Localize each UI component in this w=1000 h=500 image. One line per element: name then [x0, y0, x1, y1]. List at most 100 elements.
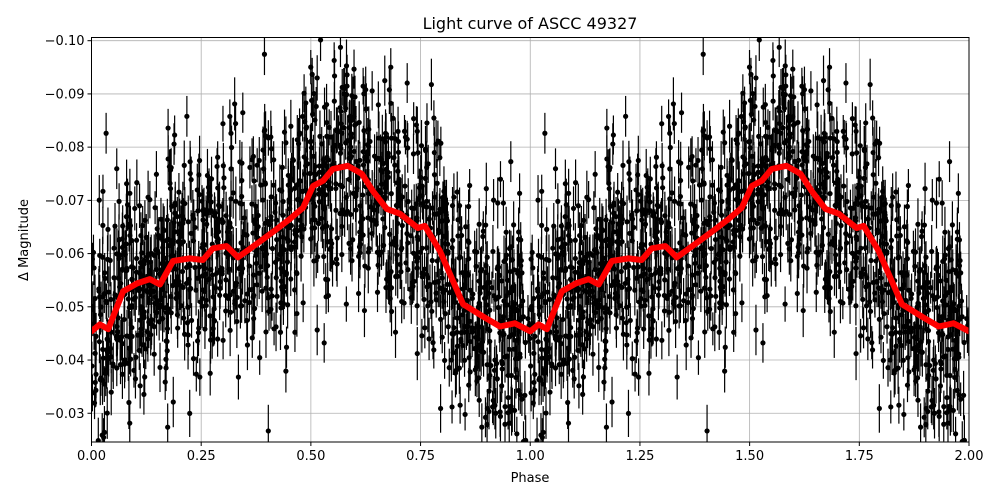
- point-marker: [268, 194, 274, 200]
- point-marker: [333, 127, 340, 133]
- point-marker: [170, 399, 176, 405]
- data-point: [392, 306, 399, 358]
- data-point: [292, 312, 298, 352]
- point-marker: [547, 354, 553, 360]
- point-marker: [873, 180, 879, 186]
- point-marker: [369, 88, 375, 94]
- data-point: [739, 283, 745, 323]
- point-marker: [808, 88, 814, 94]
- point-marker: [497, 413, 504, 419]
- data-point: [853, 326, 859, 381]
- data-point: [730, 165, 737, 212]
- point-marker: [869, 340, 875, 346]
- point-marker: [414, 350, 420, 357]
- point-marker: [896, 402, 902, 408]
- data-point: [653, 321, 659, 357]
- point-marker: [221, 185, 227, 191]
- point-marker: [740, 154, 746, 160]
- point-marker: [650, 318, 656, 324]
- point-marker: [451, 325, 457, 331]
- point-marker: [429, 257, 435, 264]
- data-point: [220, 105, 226, 142]
- point-marker: [802, 106, 808, 112]
- data-point: [95, 417, 101, 442]
- point-marker: [448, 357, 454, 363]
- point-marker: [382, 78, 388, 84]
- point-marker: [374, 289, 381, 295]
- data-point: [831, 306, 837, 358]
- point-marker: [141, 391, 147, 397]
- point-marker: [466, 203, 472, 210]
- data-point: [794, 274, 800, 313]
- point-marker: [425, 303, 431, 309]
- data-point: [591, 191, 597, 225]
- point-marker: [633, 187, 639, 193]
- point-marker: [566, 190, 572, 196]
- point-marker: [151, 351, 157, 357]
- point-marker: [525, 315, 531, 322]
- point-marker: [901, 224, 908, 230]
- data-point: [152, 191, 158, 225]
- point-marker: [266, 221, 273, 228]
- data-point: [450, 216, 456, 265]
- data-point: [840, 115, 846, 148]
- point-marker: [386, 87, 392, 93]
- point-marker: [536, 311, 542, 318]
- data-point: [671, 176, 678, 227]
- point-marker: [126, 399, 132, 406]
- chart-title: Light curve of ASCC 49327: [423, 14, 638, 33]
- data-point: [933, 177, 940, 229]
- data-point: [955, 173, 961, 214]
- point-marker: [429, 308, 435, 314]
- data-point: [442, 342, 448, 379]
- point-marker: [454, 315, 461, 321]
- data-point: [922, 162, 928, 215]
- point-marker: [794, 290, 800, 297]
- data-point: [283, 326, 290, 368]
- y-axis-label: Δ Magnitude: [17, 199, 32, 281]
- point-marker: [424, 245, 430, 251]
- data-point: [170, 376, 176, 428]
- data-point: [930, 279, 936, 312]
- point-marker: [862, 245, 869, 251]
- data-point: [187, 389, 193, 438]
- point-marker: [232, 120, 239, 127]
- point-marker: [511, 222, 517, 228]
- point-marker: [325, 292, 331, 299]
- point-marker: [165, 424, 171, 430]
- point-marker: [609, 399, 615, 405]
- point-marker: [333, 256, 340, 262]
- point-marker: [463, 224, 469, 230]
- point-marker: [841, 183, 847, 189]
- point-marker: [187, 410, 193, 417]
- point-marker: [863, 120, 869, 126]
- point-marker: [414, 128, 420, 134]
- point-marker: [300, 300, 306, 306]
- point-marker: [100, 346, 106, 353]
- point-marker: [904, 203, 910, 210]
- point-marker: [91, 256, 95, 262]
- point-marker: [343, 194, 349, 200]
- data-point: [547, 340, 553, 374]
- data-point: [386, 65, 392, 115]
- point-marker: [108, 354, 114, 360]
- point-marker: [849, 116, 856, 122]
- point-marker: [857, 143, 863, 149]
- data-point: [722, 349, 728, 393]
- point-marker: [483, 186, 489, 192]
- point-marker: [439, 334, 445, 340]
- data-point: [235, 354, 242, 400]
- point-marker: [730, 185, 737, 192]
- point-marker: [279, 164, 285, 171]
- point-marker: [414, 303, 420, 309]
- point-marker: [559, 243, 566, 249]
- point-marker: [722, 368, 728, 374]
- point-marker: [362, 154, 368, 160]
- data-point: [853, 106, 859, 156]
- data-point: [439, 321, 445, 354]
- point-marker: [715, 187, 722, 193]
- point-marker: [269, 245, 276, 252]
- point-marker: [404, 231, 410, 237]
- data-point: [448, 338, 454, 382]
- point-marker: [751, 117, 757, 123]
